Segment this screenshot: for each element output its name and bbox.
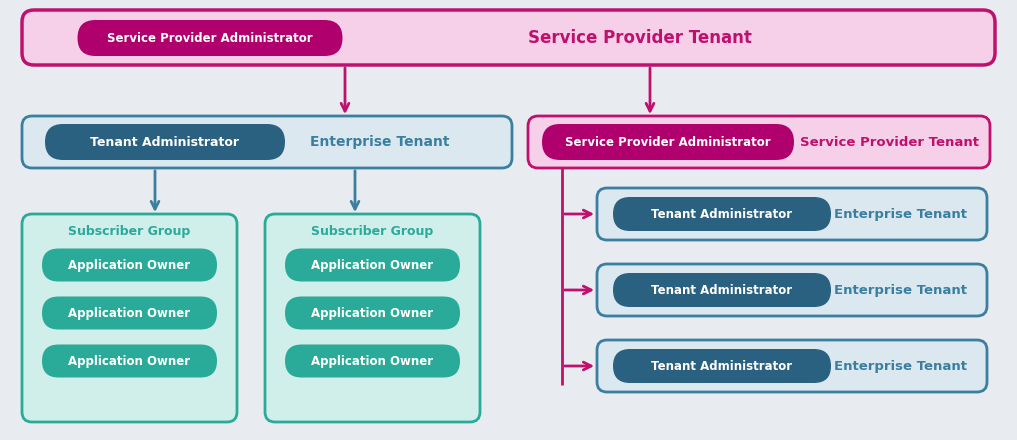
FancyBboxPatch shape — [42, 297, 217, 330]
FancyBboxPatch shape — [613, 273, 831, 307]
FancyBboxPatch shape — [42, 249, 217, 282]
Text: Enterprise Tenant: Enterprise Tenant — [834, 283, 966, 297]
FancyBboxPatch shape — [285, 345, 460, 378]
FancyBboxPatch shape — [597, 264, 988, 316]
Text: Application Owner: Application Owner — [311, 259, 433, 271]
Text: Service Provider Tenant: Service Provider Tenant — [528, 29, 752, 47]
Text: Application Owner: Application Owner — [311, 307, 433, 319]
FancyBboxPatch shape — [613, 349, 831, 383]
Text: Enterprise Tenant: Enterprise Tenant — [834, 208, 966, 220]
Text: Service Provider Tenant: Service Provider Tenant — [800, 136, 979, 149]
Text: Application Owner: Application Owner — [68, 307, 190, 319]
Text: Application Owner: Application Owner — [68, 259, 190, 271]
FancyBboxPatch shape — [542, 124, 794, 160]
Text: Tenant Administrator: Tenant Administrator — [652, 283, 792, 297]
FancyBboxPatch shape — [597, 340, 988, 392]
Text: Tenant Administrator: Tenant Administrator — [652, 208, 792, 220]
FancyBboxPatch shape — [265, 214, 480, 422]
FancyBboxPatch shape — [77, 20, 343, 56]
Text: Application Owner: Application Owner — [68, 355, 190, 367]
FancyBboxPatch shape — [22, 10, 995, 65]
Text: Enterprise Tenant: Enterprise Tenant — [310, 135, 450, 149]
FancyBboxPatch shape — [285, 249, 460, 282]
FancyBboxPatch shape — [285, 297, 460, 330]
FancyBboxPatch shape — [22, 116, 512, 168]
FancyBboxPatch shape — [597, 188, 988, 240]
Text: Tenant Administrator: Tenant Administrator — [652, 359, 792, 373]
Text: Service Provider Administrator: Service Provider Administrator — [565, 136, 771, 149]
Text: Enterprise Tenant: Enterprise Tenant — [834, 359, 966, 373]
FancyBboxPatch shape — [45, 124, 285, 160]
FancyBboxPatch shape — [22, 214, 237, 422]
Text: Service Provider Administrator: Service Provider Administrator — [107, 32, 313, 44]
FancyBboxPatch shape — [42, 345, 217, 378]
Text: Subscriber Group: Subscriber Group — [311, 224, 433, 238]
Text: Subscriber Group: Subscriber Group — [68, 224, 190, 238]
FancyBboxPatch shape — [613, 197, 831, 231]
Text: Tenant Administrator: Tenant Administrator — [91, 136, 239, 149]
FancyBboxPatch shape — [528, 116, 990, 168]
Text: Application Owner: Application Owner — [311, 355, 433, 367]
